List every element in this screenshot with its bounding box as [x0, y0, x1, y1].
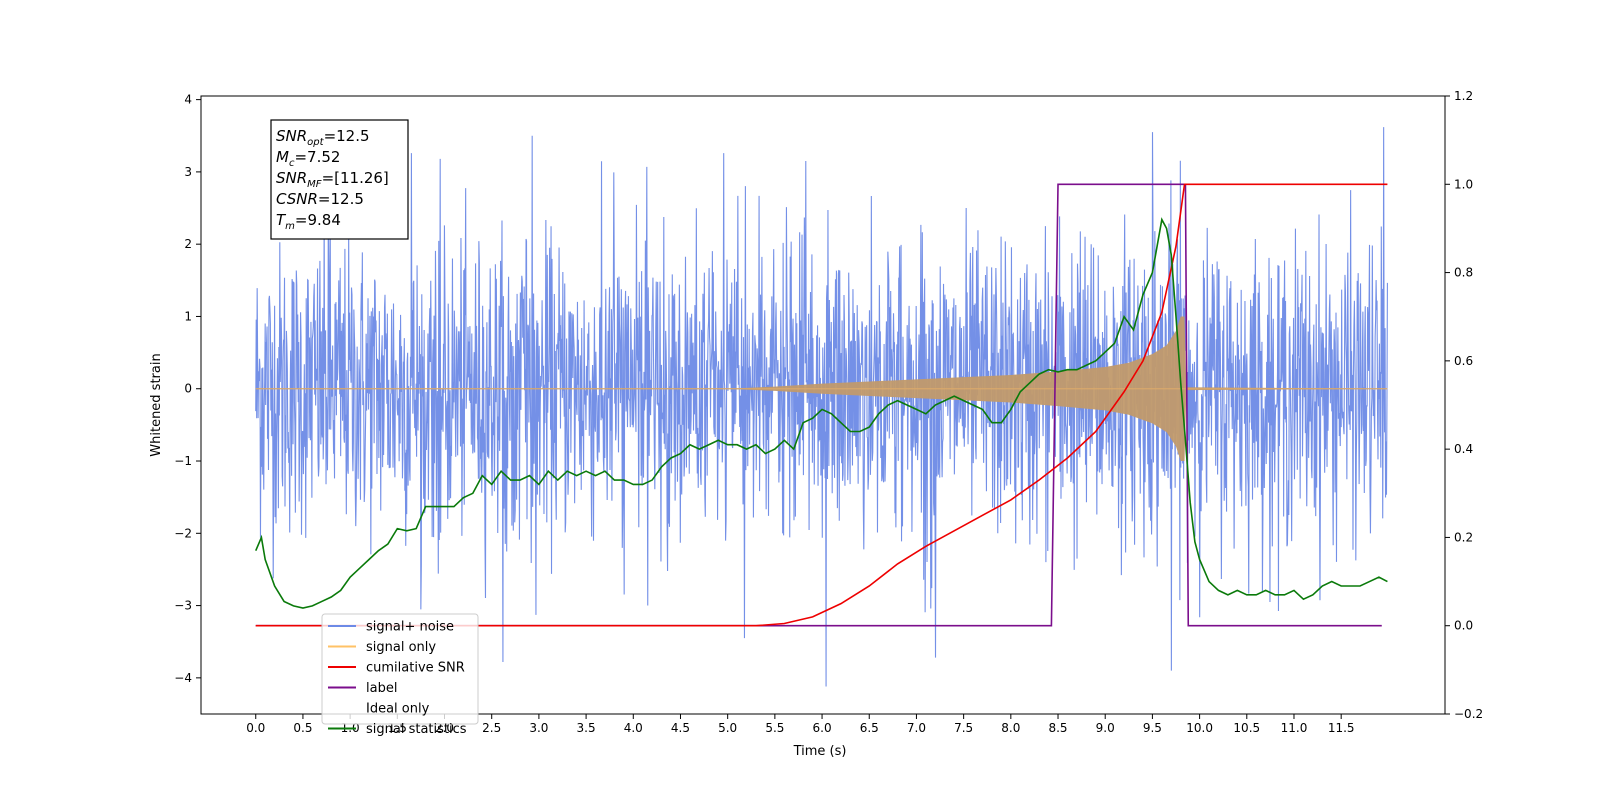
stats-annotation-box: SNRopt=12.5Mc=7.52SNRMF=[11.26]CSNR=12.5…: [270, 119, 409, 240]
x-tick-label: 4.0: [624, 721, 643, 735]
x-tick-label: 0.5: [293, 721, 312, 735]
annotation-line: SNRopt=12.5: [276, 127, 370, 148]
legend-label: signal+ noise: [366, 620, 454, 635]
legend: signal+ noise signal only cumilative SNR la…: [321, 613, 479, 737]
x-tick-label: 7.5: [954, 721, 973, 735]
x-tick-label: 9.5: [1143, 721, 1162, 735]
x-tick-label: 8.0: [1001, 721, 1020, 735]
y-tick-label: −3: [174, 599, 192, 613]
y-tick-label: −1: [174, 454, 192, 468]
y2-tick-label: 0.8: [1454, 266, 1473, 280]
legend-label: signal statistics: [366, 722, 467, 737]
legend-label: cumilative SNR: [366, 661, 465, 676]
y-tick-label: 3: [184, 165, 192, 179]
y2-tick-label: 0.2: [1454, 530, 1473, 544]
y-tick-label: 4: [184, 93, 192, 107]
x-tick-label: 6.5: [860, 721, 879, 735]
cumilative-snr-line: [255, 183, 1388, 627]
legend-label: signal only: [366, 640, 436, 655]
annotation-line: CSNR=12.5: [276, 190, 364, 208]
y2-tick-label: 0.4: [1454, 442, 1473, 456]
annotation-line: Tm=9.84: [276, 211, 341, 232]
x-axis-label: Time (s): [793, 744, 847, 759]
x-tick-label: 3.0: [529, 721, 548, 735]
y2-tick-label: 0.0: [1454, 619, 1473, 633]
legend-label: Ideal only: [366, 702, 430, 717]
signal-noise-line: [255, 127, 1388, 687]
label-line: [255, 183, 1382, 627]
legend-label: label: [366, 681, 397, 696]
right-axis-series: [255, 183, 1388, 627]
y-tick-label: 2: [184, 237, 192, 251]
y2-tick-label: 1.2: [1454, 89, 1473, 103]
y-tick-label: 0: [184, 382, 192, 396]
x-tick-label: 4.5: [671, 721, 690, 735]
y-tick-label: 1: [184, 309, 192, 323]
y-tick-label: −2: [174, 526, 192, 540]
y2-tick-label: 0.6: [1454, 354, 1473, 368]
x-tick-label: 3.5: [577, 721, 596, 735]
y-axis-label: Whitened strain: [149, 353, 164, 456]
y-tick-label: −4: [174, 671, 192, 685]
y2-tick-label: 1.0: [1454, 177, 1473, 191]
y2-axis: 1.2 1.0 0.8 0.6 0.4 0.2 0.0 −0.2: [1445, 89, 1483, 721]
x-tick-label: 5.0: [718, 721, 737, 735]
x-tick-label: 8.5: [1048, 721, 1067, 735]
x-tick-label: 0.0: [246, 721, 265, 735]
signal-only-series: [255, 316, 1388, 462]
x-tick-label: 6.0: [813, 721, 832, 735]
x-axis: 0.0 0.5 1.0 1.5 2.0 2.5 3.0 3.5 4.0 4.5 5.0 5.5 6.0 6…: [246, 714, 1355, 735]
x-tick-label: 5.5: [765, 721, 784, 735]
x-tick-label: 7.0: [907, 721, 926, 735]
x-tick-label: 10.5: [1233, 721, 1260, 735]
x-tick-label: 2.5: [482, 721, 501, 735]
signal-statistics-line: [255, 217, 1388, 609]
y2-tick-label: −0.2: [1454, 707, 1483, 721]
signal-noise-series: [255, 127, 1388, 687]
annotation-line: Mc=7.52: [276, 148, 340, 169]
x-tick-label: 9.0: [1096, 721, 1115, 735]
annotation-line: SNRMF=[11.26]: [276, 169, 389, 190]
y-axis: 4 3 2 1 0 −1 −2 −3 −4: [174, 93, 201, 685]
x-tick-label: 11.5: [1328, 721, 1355, 735]
x-tick-label: 11.0: [1281, 721, 1308, 735]
x-tick-label: 10.0: [1186, 721, 1213, 735]
